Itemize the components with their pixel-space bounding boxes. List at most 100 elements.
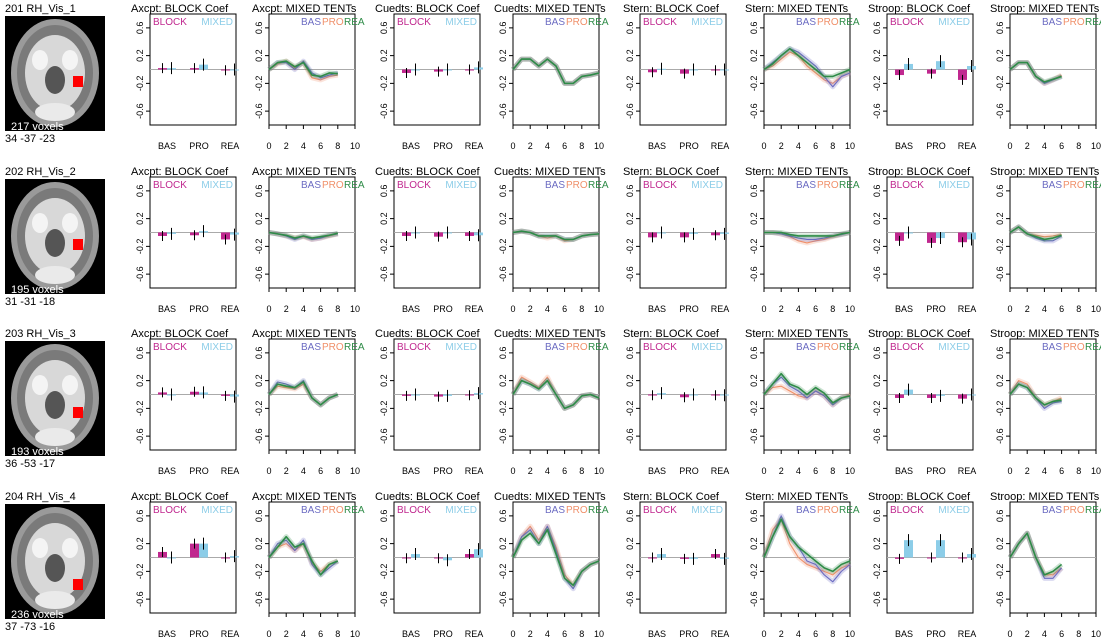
series-band-rea (267, 534, 339, 578)
chart-panel: Stroop: BLOCK Coef 0.6 0.2 -0.2 -0.6 BLOCK MIX… (868, 3, 976, 151)
x-tick-label: 4 (796, 304, 801, 314)
x-category-label: PRO (433, 304, 453, 314)
legend-rea: REA (1085, 180, 1101, 191)
y-tick-label: 0.2 (625, 374, 635, 387)
chart-panel: Stern: BLOCK Coef 0.6 0.2 -0.2 -0.6 BLOCK MIXE… (623, 491, 729, 639)
legend-mixed: MIXED (201, 505, 233, 516)
brain-highlight (62, 538, 78, 558)
legend-block: BLOCK (890, 17, 924, 28)
x-category-label: REA (465, 466, 484, 476)
x-tick-label: 0 (266, 466, 271, 476)
y-tick-label: 0.6 (379, 185, 389, 198)
y-tick-label: 0.2 (254, 537, 264, 550)
panel-title: Stroop: BLOCK Coef (868, 3, 971, 15)
y-tick-label: -0.2 (498, 564, 508, 580)
panel-title: Stroop: BLOCK Coef (868, 166, 971, 178)
panel-title: Axcpt: MIXED TENTs (252, 166, 357, 178)
y-tick-label: -0.2 (872, 76, 882, 92)
roi-marker (73, 76, 83, 87)
y-tick-label: 0.2 (872, 537, 882, 550)
y-tick-label: -0.2 (254, 564, 264, 580)
chart-panel: Cuedts: BLOCK Coef 0.6 0.2 -0.2 -0.6 BLOCK MIX… (375, 166, 483, 314)
series-band-rea (267, 379, 339, 408)
x-tick-label: 10 (845, 141, 855, 151)
y-tick-label: 0.2 (749, 212, 759, 225)
roi-voxel-count: 217 voxels (11, 121, 64, 133)
x-category-label: BAS (648, 141, 666, 151)
y-tick-label: 0.2 (498, 49, 508, 62)
legend-block: BLOCK (397, 342, 431, 353)
panel-title: Cuedts: BLOCK Coef (375, 3, 480, 15)
x-category-label: PRO (679, 141, 699, 151)
legend-rea: REA (344, 180, 365, 191)
x-tick-label: 10 (594, 141, 604, 151)
x-tick-label: 4 (545, 466, 550, 476)
x-tick-label: 6 (1059, 629, 1064, 639)
legend-mixed: MIXED (201, 17, 233, 28)
x-tick-label: 6 (562, 629, 567, 639)
y-tick-label: -0.6 (498, 103, 508, 119)
legend-pro: PRO (1063, 17, 1085, 28)
brain-highlight (62, 213, 78, 233)
y-tick-label: 0.2 (749, 374, 759, 387)
y-tick-label: -0.2 (995, 564, 1005, 580)
brain-highlight (32, 375, 48, 395)
x-tick-label: 0 (761, 629, 766, 639)
chart-panel: Stern: MIXED TENTs 0.6 0.2 -0.2 -0.6 BAS PRO RE… (745, 491, 860, 639)
series-line-rea (268, 231, 338, 239)
x-tick-label: 4 (301, 304, 306, 314)
x-category-label: BAS (158, 304, 176, 314)
y-tick-label: -0.2 (749, 401, 759, 417)
x-tick-label: 2 (779, 141, 784, 151)
y-tick-label: 0.2 (135, 212, 145, 225)
legend-block: BLOCK (153, 17, 187, 28)
y-tick-label: -0.2 (995, 401, 1005, 417)
panel-title: Stroop: MIXED TENTs (990, 328, 1100, 340)
x-tick-label: 8 (335, 304, 340, 314)
y-tick-label: -0.6 (872, 591, 882, 607)
series-line-rea (512, 230, 600, 241)
x-tick-label: 2 (1025, 304, 1030, 314)
x-category-label: PRO (926, 466, 946, 476)
y-tick-label: 0.6 (872, 347, 882, 360)
x-tick-label: 4 (1042, 304, 1047, 314)
brain-cerebellum (35, 591, 75, 609)
x-category-label: BAS (648, 629, 666, 639)
x-tick-label: 0 (761, 466, 766, 476)
x-category-label: BAS (402, 629, 420, 639)
x-tick-label: 6 (318, 629, 323, 639)
y-tick-label: -0.6 (498, 428, 508, 444)
legend-block: BLOCK (397, 180, 431, 191)
y-tick-label: 0.2 (379, 212, 389, 225)
x-tick-label: 0 (1007, 629, 1012, 639)
legend-bas: BAS (796, 342, 816, 353)
y-tick-label: -0.6 (379, 591, 389, 607)
panel-title: Cuedts: MIXED TENTs (494, 328, 606, 340)
y-tick-label: 0.2 (995, 537, 1005, 550)
y-tick-label: -0.6 (379, 266, 389, 282)
y-tick-label: 0.2 (872, 374, 882, 387)
legend-pro: PRO (566, 180, 588, 191)
legend-rea: REA (344, 505, 365, 516)
x-tick-label: 4 (1042, 629, 1047, 639)
x-category-label: PRO (679, 466, 699, 476)
x-category-label: REA (221, 629, 240, 639)
brain-cerebellum (35, 103, 75, 121)
chart-panel: Cuedts: BLOCK Coef 0.6 0.2 -0.2 -0.6 BLOCK MIX… (375, 328, 483, 476)
y-tick-label: 0.2 (379, 49, 389, 62)
y-tick-label: -0.6 (749, 103, 759, 119)
legend-bas: BAS (796, 505, 816, 516)
x-tick-label: 4 (1042, 466, 1047, 476)
legend-bas: BAS (301, 17, 321, 28)
series-line-rea (512, 379, 600, 410)
x-tick-label: 6 (562, 304, 567, 314)
y-tick-label: 0.6 (625, 347, 635, 360)
y-tick-label: -0.2 (749, 239, 759, 255)
x-category-label: PRO (433, 466, 453, 476)
x-tick-label: 0 (510, 141, 515, 151)
roi-name: 201 RH_Vis_1 (5, 3, 76, 15)
legend-block: BLOCK (153, 505, 187, 516)
x-tick-label: 2 (284, 466, 289, 476)
